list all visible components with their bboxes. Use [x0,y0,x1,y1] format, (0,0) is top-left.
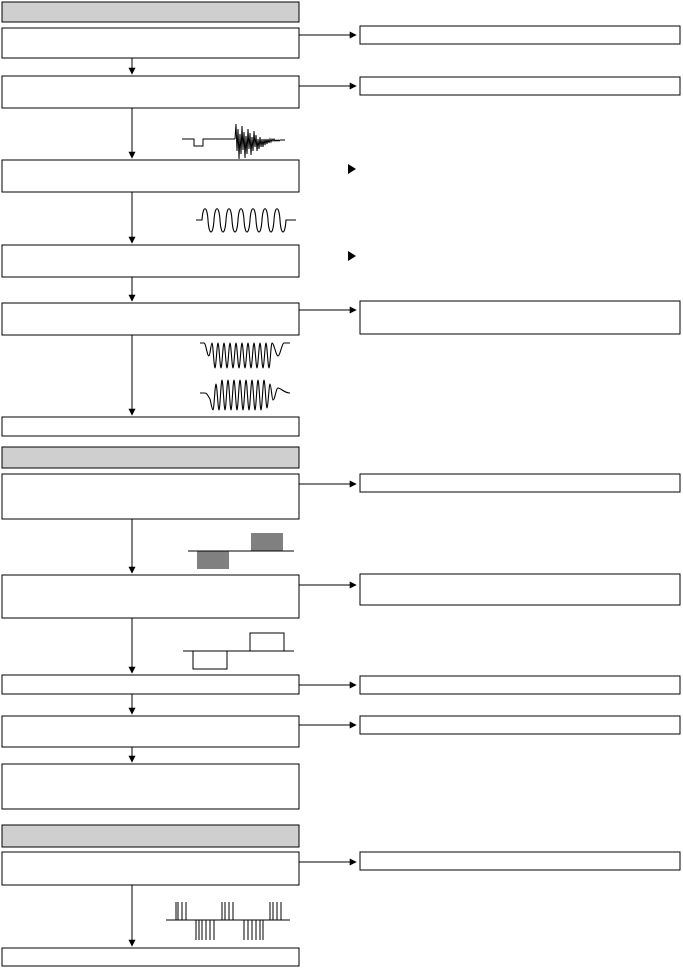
s2-box-5 [1,763,300,810]
s1-side-box-1 [359,25,681,45]
s2-side-box-2 [359,573,681,606]
s1-box-4 [1,244,300,278]
s2-box-4 [1,715,300,748]
s1-box-5 [1,302,300,336]
s2-side-box-1 [359,473,681,493]
s2-box-2 [1,574,300,619]
s1-box-1 [1,27,300,59]
s2-side-box-4 [359,715,681,735]
square-pulse-waveform [183,632,294,670]
s3-box-1 [1,851,300,886]
s1-pointer-3 [348,164,356,174]
s2-side-box-3 [359,675,681,695]
pulse-train-waveform [188,533,294,569]
section-2-header [1,446,300,469]
sine-burst-waveform [196,208,296,233]
s1-box-3 [1,159,300,193]
envelope-sine-waveform [200,379,291,411]
pulse-group-waveform [166,902,290,940]
s1-side-box-5 [359,300,681,335]
section-3-header [1,824,300,848]
s2-box-3 [1,674,300,695]
s2-box-1 [1,473,300,520]
s1-box-2 [1,75,300,109]
s1-side-box-2 [359,76,681,96]
section-1-header [1,1,300,23]
s3-box-2 [1,947,300,967]
s1-box-6 [1,416,300,437]
step-then-burst-waveform [182,123,285,160]
s1-pointer-4 [348,251,356,261]
s3-side-box-1 [359,851,681,871]
modulated-sine-waveform [200,342,290,369]
